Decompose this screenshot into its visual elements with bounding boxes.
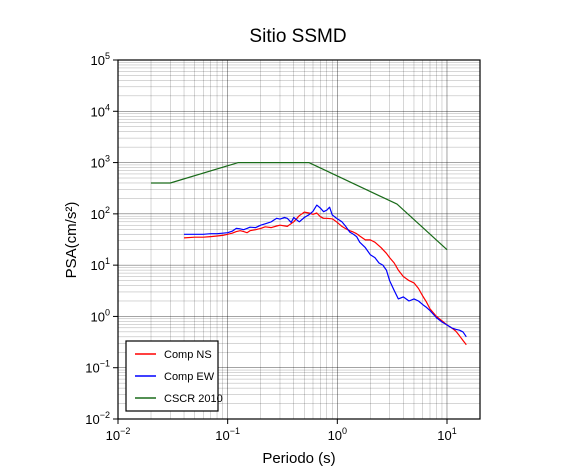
y-tick-label: 104: [91, 102, 110, 119]
y-axis-ticks: 10−2 10−1 100 101 102 103 104 105: [85, 51, 118, 427]
legend-label-1: Comp EW: [164, 371, 215, 383]
y-tick-label: 10−2: [85, 410, 110, 427]
y-tick-label: 102: [91, 205, 110, 222]
x-tick-label: 10−1: [215, 426, 240, 443]
x-tick-label: 101: [437, 426, 456, 443]
y-axis-label: PSA(cm/s²): [63, 202, 80, 279]
x-axis-ticks: 10−2 10−1 100 101: [106, 419, 457, 443]
y-tick-label: 10−1: [85, 359, 110, 376]
legend: Comp NS Comp EW CSCR 2010: [125, 340, 223, 412]
series-line-0: [183, 211, 467, 346]
legend-box: [125, 340, 219, 412]
legend-label-2: CSCR 2010: [164, 393, 223, 405]
x-axis-label: Periodo (s): [262, 450, 335, 467]
plot-frame: [117, 59, 481, 420]
series-line-2: [151, 162, 448, 251]
legend-label-0: Comp NS: [164, 349, 212, 361]
y-tick-label: 103: [91, 154, 110, 171]
y-tick-label: 105: [91, 51, 110, 68]
x-tick-label: 10−2: [106, 426, 131, 443]
y-tick-label: 101: [91, 256, 110, 273]
chart-title: Sitio SSMD: [249, 26, 346, 47]
series-line-1: [184, 204, 467, 338]
series-lines: [151, 162, 467, 346]
x-tick-label: 100: [328, 426, 347, 443]
y-tick-label: 100: [91, 307, 110, 324]
